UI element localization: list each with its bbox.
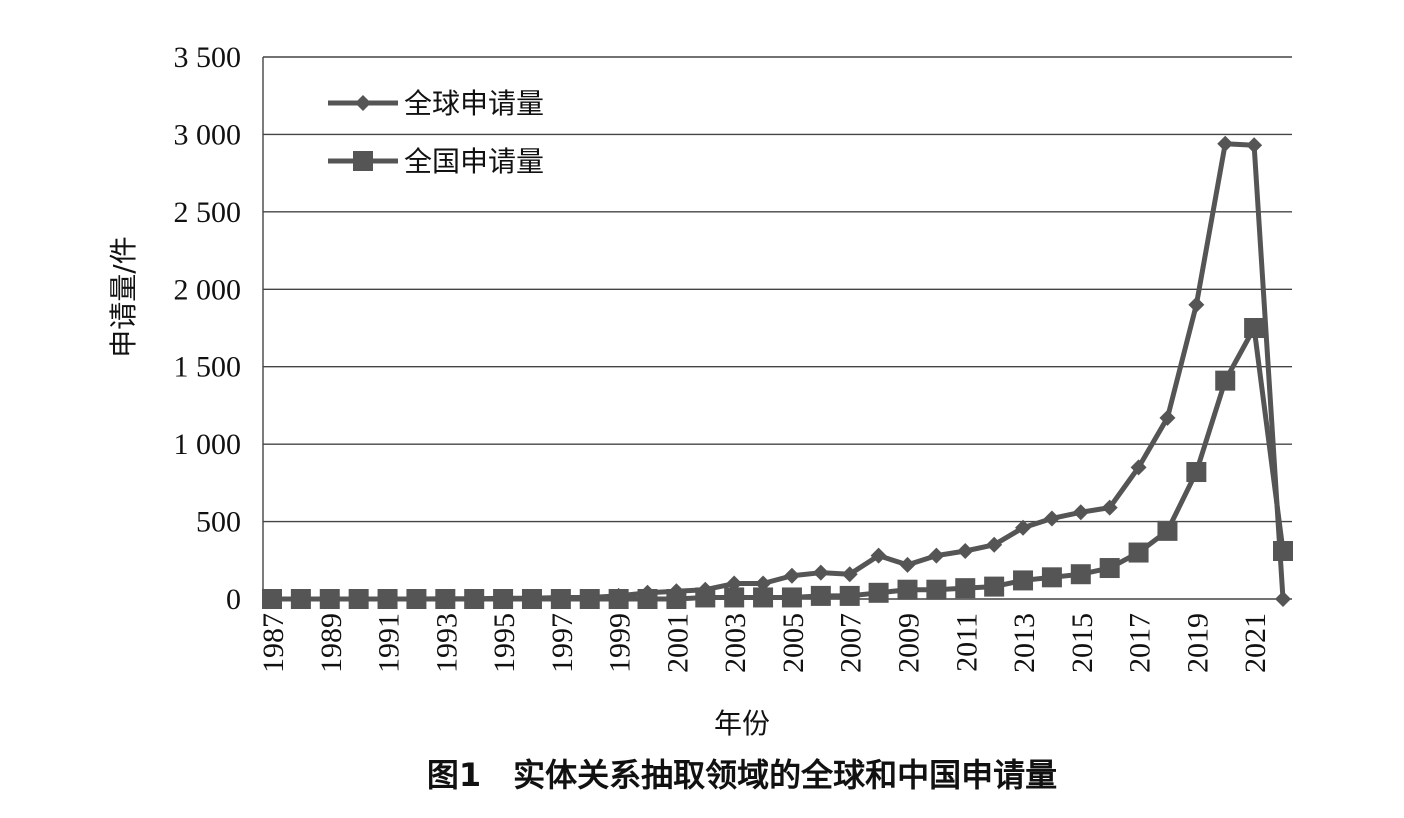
square-marker (1244, 318, 1265, 338)
x-tick-label: 1997 (546, 613, 579, 673)
legend-diamond-marker (355, 95, 371, 111)
square-marker (464, 589, 485, 609)
square-marker (1070, 564, 1091, 585)
square-marker (1041, 567, 1062, 588)
square-marker (521, 589, 542, 609)
data-series (262, 135, 1293, 609)
legend-entry: 全国申请量 (328, 145, 544, 178)
square-marker (262, 589, 282, 609)
square-marker (608, 589, 629, 609)
x-tick-label: 2007 (835, 613, 868, 673)
x-tick-label: 2013 (1008, 613, 1041, 673)
legend-square-marker (353, 151, 373, 171)
series-china (262, 318, 1293, 609)
diamond-marker (899, 556, 916, 573)
square-marker (868, 582, 889, 603)
diamond-marker (1275, 591, 1291, 607)
square-marker (290, 589, 311, 609)
diamond-marker (812, 564, 829, 581)
square-marker (1273, 540, 1293, 561)
square-marker (319, 589, 340, 609)
square-marker (724, 587, 745, 608)
square-marker (666, 589, 687, 609)
square-marker (637, 589, 658, 609)
square-marker (1099, 558, 1120, 579)
square-marker (984, 576, 1005, 597)
y-tick-label: 1 500 (174, 351, 242, 384)
legend-label: 全国申请量 (404, 145, 544, 178)
diamond-marker (986, 536, 1003, 553)
square-marker (810, 585, 831, 606)
gridlines (262, 56, 1292, 600)
square-marker (377, 589, 398, 609)
x-tick-label: 1989 (315, 613, 348, 673)
diamond-marker (1015, 519, 1032, 536)
square-marker (406, 589, 427, 609)
x-tick-label: 1987 (257, 613, 290, 673)
square-marker (1215, 370, 1236, 391)
diamond-marker (841, 566, 858, 583)
y-tick-label: 3 000 (174, 118, 242, 151)
square-marker (926, 579, 947, 600)
square-marker (1013, 570, 1034, 591)
x-tick-label: 2021 (1239, 613, 1272, 673)
square-marker (781, 587, 802, 608)
x-tick-label: 2001 (661, 613, 694, 673)
diamond-marker (1043, 510, 1060, 527)
diamond-marker (1188, 296, 1205, 313)
x-tick-label: 1999 (604, 613, 637, 673)
diamond-marker (1159, 409, 1176, 426)
x-tick-label: 2011 (950, 613, 983, 672)
y-axis-tick-labels: 0 500 1 000 1 500 2 000 2 500 3 000 3 500 (174, 41, 242, 616)
square-marker (1186, 462, 1207, 483)
square-marker (1157, 520, 1178, 541)
x-tick-label: 2005 (777, 613, 810, 673)
diamond-marker (928, 547, 945, 564)
legend-label: 全球申请量 (404, 87, 544, 120)
diamond-marker (870, 547, 887, 564)
x-axis-tick-labels: 1987 1989 1991 1993 1995 1997 1999 2001 2003 2005… (257, 613, 1272, 673)
y-axis-title: 申请量/件 (107, 236, 140, 357)
y-tick-label: 3 500 (174, 41, 242, 74)
y-tick-label: 500 (196, 506, 241, 539)
square-marker (579, 589, 600, 609)
square-marker (753, 587, 774, 608)
square-marker (348, 589, 369, 609)
series-global (264, 135, 1291, 607)
x-tick-label: 2003 (719, 613, 752, 673)
y-tick-label: 0 (226, 583, 241, 616)
diamond-marker (1130, 459, 1147, 476)
square-marker (897, 579, 918, 600)
diamond-marker (1217, 135, 1234, 152)
y-tick-label: 2 500 (174, 196, 242, 229)
x-axis-title: 年份 (714, 707, 770, 740)
figure-caption: 图1 实体关系抽取领域的全球和中国申请量 (427, 756, 1057, 794)
diamond-marker (1101, 499, 1118, 516)
diamond-marker (783, 567, 800, 584)
square-marker (435, 589, 456, 609)
x-tick-label: 2009 (892, 613, 925, 673)
x-tick-label: 2015 (1066, 613, 1099, 673)
square-marker (955, 578, 976, 599)
square-marker (839, 585, 860, 606)
legend-entry: 全球申请量 (328, 87, 544, 120)
x-tick-label: 2019 (1181, 613, 1214, 673)
square-marker (493, 589, 514, 609)
x-tick-label: 1993 (430, 613, 463, 673)
x-tick-label: 2017 (1124, 613, 1157, 673)
x-tick-label: 1991 (373, 613, 406, 673)
square-marker (695, 587, 716, 608)
diamond-marker (957, 542, 974, 559)
x-tick-label: 1995 (488, 613, 521, 673)
y-tick-label: 1 000 (174, 428, 242, 461)
diamond-marker (1246, 137, 1263, 154)
diamond-marker (1072, 504, 1089, 521)
square-marker (550, 589, 571, 609)
square-marker (1128, 542, 1149, 563)
y-tick-label: 2 000 (174, 273, 242, 306)
